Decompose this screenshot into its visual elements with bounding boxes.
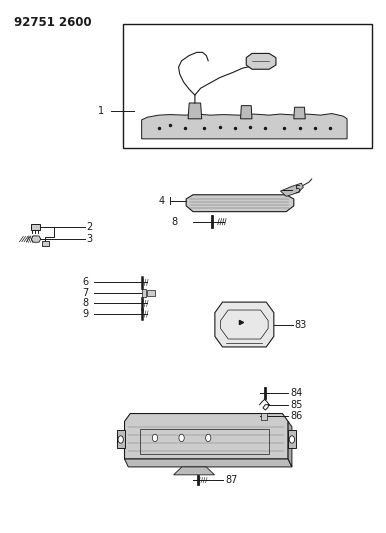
Polygon shape [188,103,202,119]
Polygon shape [125,414,288,459]
Circle shape [179,434,184,442]
Polygon shape [288,430,296,448]
Bar [147,290,155,295]
Polygon shape [174,467,215,475]
Circle shape [152,434,157,442]
Text: 85: 85 [290,400,302,410]
Text: 8: 8 [172,217,178,227]
Polygon shape [186,195,294,212]
Text: 87: 87 [225,475,238,485]
Circle shape [118,436,124,443]
Text: 3: 3 [86,234,93,244]
Polygon shape [125,459,292,467]
Polygon shape [117,430,125,448]
Bar [31,224,40,230]
Polygon shape [215,302,274,347]
Circle shape [289,436,295,443]
Polygon shape [31,236,41,242]
Bar [142,289,146,296]
Polygon shape [240,106,252,119]
Polygon shape [142,114,347,139]
Text: 5: 5 [294,185,300,195]
Text: 6: 6 [82,277,88,287]
Bar [140,430,269,454]
Polygon shape [288,422,292,467]
Text: 9: 9 [82,309,88,319]
Polygon shape [294,107,305,119]
Text: 2: 2 [86,222,93,232]
Text: 86: 86 [290,411,302,421]
Text: 8: 8 [82,298,88,309]
Bar [42,241,49,246]
Text: 84: 84 [290,388,302,398]
Text: 92751 2600: 92751 2600 [14,16,92,29]
Text: 83: 83 [295,319,307,329]
Polygon shape [261,413,267,420]
Polygon shape [281,183,303,196]
Text: 1: 1 [98,106,103,116]
Circle shape [206,434,211,442]
Text: 7: 7 [82,288,88,298]
Text: 4: 4 [158,196,164,206]
Polygon shape [246,53,276,69]
Bar [123,24,372,148]
